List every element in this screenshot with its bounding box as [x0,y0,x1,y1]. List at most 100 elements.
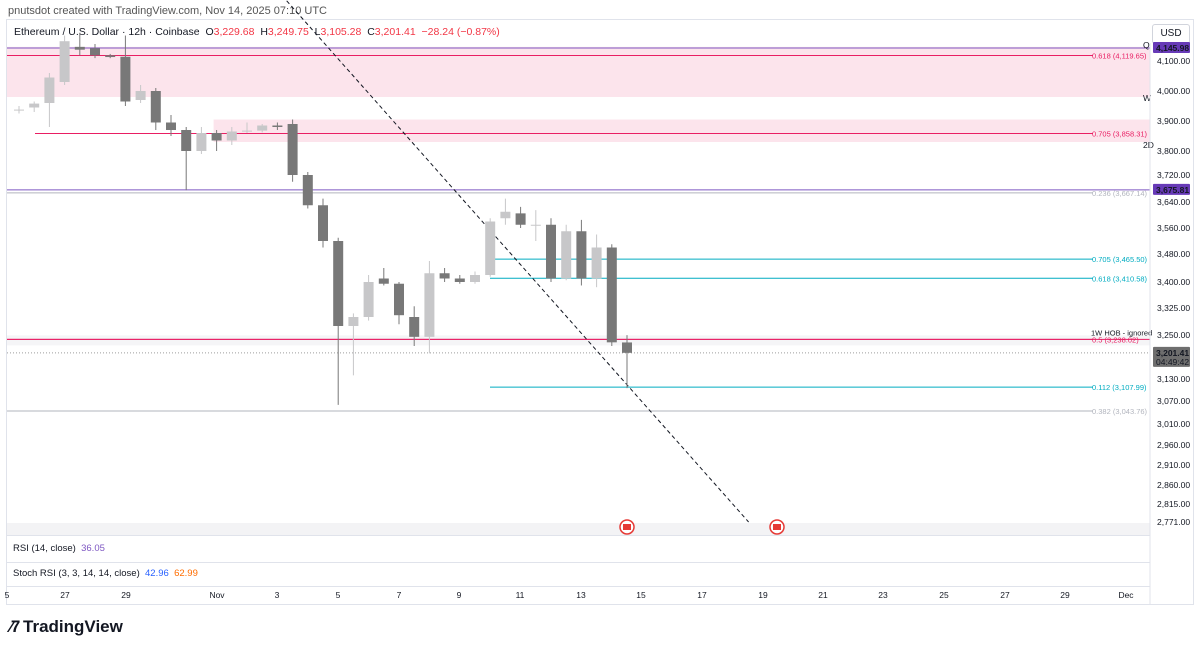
time-tick-label: 17 [697,590,707,600]
candle-body[interactable] [257,125,268,131]
price-tick-label: 3,400.00 [1157,277,1190,287]
fib-label: 0.236 (3,667.14) [1092,189,1148,198]
candle-body[interactable] [454,278,465,283]
chart-frame [6,19,1194,605]
price-tick-label: 2,910.00 [1157,460,1190,470]
price-tick-label: 3,800.00 [1157,146,1190,156]
events-strip [7,523,1150,535]
candle-body[interactable] [166,122,176,131]
candle-body[interactable] [530,224,541,226]
candle-body[interactable] [485,221,496,276]
price-tick-label: 2,771.00 [1157,517,1190,527]
close-value: 3,201.41 [374,26,416,38]
candle-body[interactable] [74,46,85,50]
time-tick-label: Nov [209,590,225,600]
candle-body[interactable] [318,205,328,241]
candle-body[interactable] [59,41,70,82]
price-tick-label: 4,100.00 [1157,56,1190,66]
candle-body[interactable] [90,48,100,56]
candle-body[interactable] [363,282,374,317]
candle-body[interactable] [622,342,632,353]
rsi-label: RSI (14, close) [13,543,76,554]
price-tick-label: 3,250.00 [1157,330,1190,340]
candle-body[interactable] [242,130,252,132]
price-tick-label: 3,010.00 [1157,419,1190,429]
candle-body[interactable] [287,124,298,175]
rsi-value: 36.05 [81,543,105,554]
candle-body[interactable] [409,317,420,337]
candle-body[interactable] [333,241,344,326]
stoch-rsi-panel[interactable]: Stoch RSI (3, 3, 14, 14, close) 42.96 62… [7,562,1150,587]
price-tick-label: 3,325.00 [1157,303,1190,313]
open-value: 3,229.68 [213,26,255,38]
candle-body[interactable] [14,109,24,111]
price-tick-label: 3,070.00 [1157,396,1190,406]
price-tick-label: 3,480.00 [1157,249,1190,259]
candle-body[interactable] [181,130,192,151]
time-tick-label: 3 [275,590,280,600]
high-value: 3,249.75 [267,26,309,38]
candle-body[interactable] [424,273,435,337]
candle-body[interactable] [500,211,511,219]
candle-body[interactable] [546,224,556,279]
hob-zone [7,335,1150,346]
time-tick-label: 27 [60,590,70,600]
us-event-icon-stripe [623,524,631,530]
fib-label: 0.705 (3,858.31) [1092,130,1148,139]
candle-body[interactable] [348,317,359,326]
candle-body[interactable] [29,103,40,108]
candle-body[interactable] [150,91,161,123]
candle-body[interactable] [135,91,146,100]
fib-label: 0.5 (3,238.02) [1092,335,1139,344]
price-tick-label: 2,860.00 [1157,480,1190,490]
time-tick-label: 5 [5,590,10,600]
candle-body[interactable] [439,273,450,279]
symbol-title[interactable]: Ethereum / U.S. Dollar · 12h · Coinbase [14,26,200,38]
timeframe-marker: 2D [1143,140,1154,150]
candle-body[interactable] [211,133,222,141]
fib-label: 0.618 (4,119.65) [1092,51,1147,60]
candle-body[interactable] [515,213,526,225]
candle-body[interactable] [272,125,283,128]
price-tick-label: 3,130.00 [1157,374,1190,384]
change-value: −28.24 (−0.87%) [421,26,500,38]
fib-label: 0.618 (3,410.58) [1092,274,1148,283]
time-tick-label: 19 [758,590,768,600]
close-label: C [367,26,375,38]
fib-label: 0.382 (3,043.76) [1092,407,1148,416]
time-tick-label: 29 [121,590,131,600]
rsi-panel[interactable]: RSI (14, close) 36.05 [7,535,1150,562]
candle-body[interactable] [576,231,587,279]
candle-body[interactable] [226,131,237,141]
time-tick-label: 21 [818,590,828,600]
candle-body[interactable] [105,55,116,58]
price-badge-label: 3,201.41 [1156,348,1189,358]
timeframe-marker: W [1143,93,1151,103]
price-badge [1153,42,1190,53]
candle-body[interactable] [470,275,480,282]
time-tick-label: 11 [516,590,525,600]
candle-body[interactable] [120,56,131,102]
price-badge-label: 4,145.98 [1156,43,1189,53]
symbol-legend: Ethereum / U.S. Dollar · 12h · Coinbase … [14,26,500,38]
time-tick-label: 27 [1000,590,1010,600]
supply-zone [7,46,1150,97]
time-axis[interactable] [7,586,1150,605]
candle-body[interactable] [561,231,572,279]
stoch-rsi-k-value: 42.96 [145,568,169,579]
time-tick-label: 23 [878,590,888,600]
us-event-icon-stripe [773,524,781,530]
candle-body[interactable] [302,175,313,206]
candle-body[interactable] [394,283,404,316]
candle-body[interactable] [606,247,617,343]
candle-body[interactable] [378,278,389,284]
price-tick-label: 2,815.00 [1157,499,1190,509]
stoch-rsi-d-value: 62.99 [174,568,198,579]
stoch-rsi-label: Stoch RSI (3, 3, 14, 14, close) [13,568,140,579]
tradingview-logo-icon: ⁄7 [10,617,20,636]
price-badge [1153,183,1190,195]
candle-body[interactable] [591,247,602,279]
candle-body[interactable] [44,77,55,104]
candle-body[interactable] [196,133,207,151]
